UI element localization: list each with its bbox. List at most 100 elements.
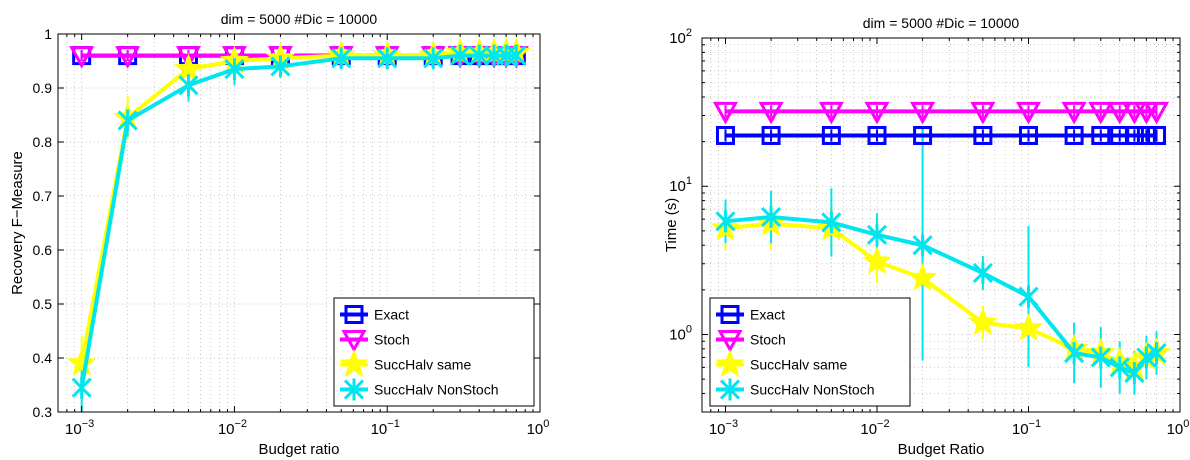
data-point bbox=[907, 262, 938, 291]
data-point bbox=[1064, 125, 1084, 145]
axes-frame bbox=[57, 33, 541, 413]
y-tick-label: 0.4 bbox=[33, 350, 53, 366]
data-point bbox=[715, 125, 735, 145]
y-tick-label: 0.7 bbox=[33, 188, 53, 204]
data-point bbox=[175, 46, 202, 69]
x-tick-label-base: 10 bbox=[709, 421, 726, 438]
legend-item: SuccHalv same bbox=[339, 349, 471, 377]
data-point bbox=[71, 376, 92, 399]
data-point bbox=[761, 125, 781, 145]
data-point bbox=[1143, 101, 1170, 125]
legend-item: SuccHalv NonStoch bbox=[716, 378, 875, 401]
legend-label: SuccHalv NonStoch bbox=[750, 382, 875, 398]
legend: Exact Stoch SuccHalv same SuccHalv NonStoch bbox=[333, 297, 535, 407]
legend-item: Exact bbox=[716, 305, 785, 324]
data-point bbox=[821, 125, 841, 145]
y-ticks: 0.3 0.4 0.5 0.6 0.7 0.8 0.9 1 bbox=[33, 26, 540, 420]
data-point bbox=[1015, 101, 1042, 125]
data-point bbox=[864, 101, 890, 125]
data-point bbox=[178, 74, 199, 97]
x-tick-label-base: 10 bbox=[1012, 421, 1029, 438]
legend-label: SuccHalv same bbox=[750, 357, 847, 373]
data-point bbox=[469, 44, 490, 67]
legend-swatch-marker bbox=[717, 330, 743, 353]
y-tick-label-exponent: 0 bbox=[686, 323, 692, 335]
legend-swatch-marker bbox=[344, 305, 364, 324]
y-tick-label: 0.6 bbox=[33, 242, 53, 258]
legend-swatch-marker bbox=[343, 378, 365, 401]
data-point bbox=[821, 211, 842, 234]
legend-swatch-marker bbox=[339, 349, 369, 377]
chart-title: dim = 5000 #Dic = 10000 bbox=[863, 15, 1020, 31]
legend-label: Exact bbox=[750, 307, 785, 323]
data-point bbox=[117, 109, 138, 132]
data-point bbox=[913, 125, 933, 145]
legend-item: SuccHalv same bbox=[715, 349, 847, 377]
legend-swatch-marker bbox=[715, 349, 745, 377]
x-tick-label: 100 bbox=[527, 418, 550, 438]
legend-item: Stoch bbox=[340, 330, 410, 353]
legend-item: Stoch bbox=[716, 330, 786, 353]
y-tick-label-exponent: 1 bbox=[686, 175, 692, 187]
x-tick-label-base: 10 bbox=[860, 421, 877, 438]
data-point bbox=[67, 348, 97, 376]
y-tick-label-base: 10 bbox=[669, 30, 686, 47]
data-point bbox=[506, 44, 527, 67]
chart-1: 10−3 10−2 10−1 1000.30.40.50.60.70.80.91dim… bbox=[9, 11, 549, 458]
series-exact bbox=[715, 125, 1167, 145]
x-tick-label: 10−1 bbox=[371, 418, 400, 438]
legend: Exact Stoch SuccHalv same SuccHalv NonStoch bbox=[709, 297, 911, 407]
x-ticks: 10−3 10−2 10−1 100 bbox=[701, 38, 1189, 438]
y-tick-label: 0.5 bbox=[33, 296, 53, 312]
data-point bbox=[1109, 356, 1130, 379]
data-point bbox=[1090, 346, 1111, 369]
data-point bbox=[867, 125, 887, 145]
data-point bbox=[968, 307, 998, 336]
data-point bbox=[1136, 346, 1157, 369]
data-point bbox=[1124, 361, 1145, 384]
y-tick-label-base: 10 bbox=[669, 326, 686, 343]
series-succhalv-nonstoch bbox=[71, 44, 527, 399]
data-point bbox=[1018, 125, 1038, 145]
data-point bbox=[970, 101, 996, 125]
data-point bbox=[912, 234, 933, 257]
x-ticks: 10−3 10−2 10−1 100 bbox=[57, 34, 550, 438]
data-point bbox=[1064, 342, 1085, 365]
legend-label: Stoch bbox=[750, 332, 786, 348]
x-tick-label-exponent: −3 bbox=[82, 418, 95, 430]
data-point bbox=[1091, 125, 1111, 145]
series-stoch bbox=[712, 101, 1170, 125]
y-tick-label: 100 bbox=[669, 323, 692, 343]
data-point bbox=[1124, 125, 1144, 145]
data-point bbox=[450, 44, 471, 67]
data-point bbox=[972, 261, 993, 284]
data-point bbox=[1121, 101, 1147, 125]
data-point bbox=[270, 55, 291, 78]
x-tick-label: 10−2 bbox=[860, 418, 889, 438]
x-tick-label-exponent: −2 bbox=[235, 418, 248, 430]
data-point bbox=[1061, 101, 1087, 125]
y-axis-label: Recovery F−Measure bbox=[9, 151, 26, 295]
y-tick-label: 1 bbox=[44, 26, 52, 42]
data-point bbox=[423, 47, 444, 70]
x-tick-label-exponent: −3 bbox=[726, 418, 739, 430]
x-tick-label: 10−1 bbox=[1012, 418, 1041, 438]
x-tick-label-exponent: −1 bbox=[1029, 418, 1042, 430]
legend-item: Exact bbox=[340, 305, 409, 324]
series-succhalv-nonstoch bbox=[715, 206, 1167, 384]
data-point bbox=[715, 210, 736, 233]
x-axis-label: Budget Ratio bbox=[898, 441, 985, 458]
data-point bbox=[1136, 125, 1156, 145]
data-point bbox=[1107, 101, 1133, 125]
data-point bbox=[224, 58, 245, 81]
legend-label: SuccHalv NonStoch bbox=[374, 382, 499, 398]
x-tick-label-exponent: −2 bbox=[877, 418, 890, 430]
data-point bbox=[973, 125, 993, 145]
x-tick-label-base: 10 bbox=[65, 421, 82, 438]
x-tick-label-exponent: 0 bbox=[1183, 418, 1189, 430]
x-tick-label-base: 10 bbox=[371, 421, 388, 438]
data-point bbox=[377, 47, 398, 70]
data-point bbox=[69, 46, 95, 69]
